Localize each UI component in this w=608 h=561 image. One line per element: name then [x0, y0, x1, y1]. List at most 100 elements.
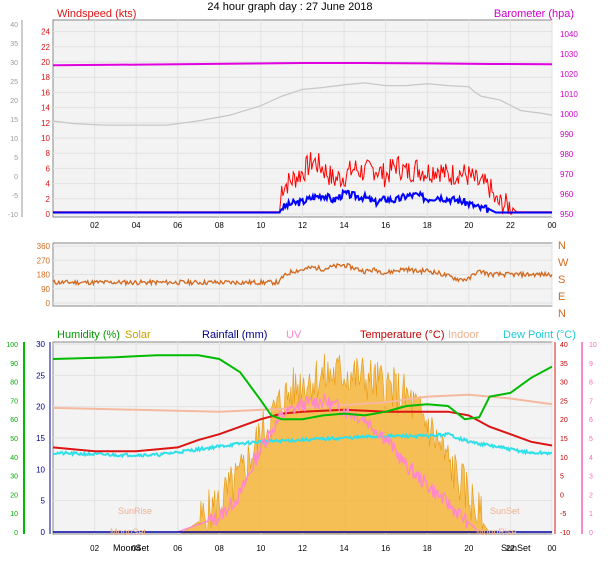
temperature-tick-label: 15: [560, 436, 568, 443]
indoor-label: Indoor: [448, 329, 480, 341]
uv-tick-label: 1: [589, 511, 593, 518]
temp-trace-tick-label: -5: [12, 193, 18, 200]
dewpoint-label: Dew Point (°C): [503, 329, 576, 341]
chart-title: 24 hour graph day : 27 June 2018: [207, 1, 372, 13]
barometer-tick-label: 1000: [560, 110, 578, 119]
solar-label: Solar: [125, 329, 151, 341]
uv-line: [177, 393, 480, 533]
temp-trace-tick-label: 25: [10, 79, 18, 86]
barometer-tick-label: 960: [560, 190, 574, 199]
windspeed-tick-label: 8: [46, 149, 51, 158]
temp-trace-ticks: 40 35 30 25 20 15 10 5 0 -5 -10: [8, 20, 23, 219]
humidity-tick-label: 80: [10, 380, 18, 387]
wind-x-tick-label: 16: [381, 221, 390, 230]
rainfall-ticks: 30 25 20 15 10 5 0: [36, 340, 51, 537]
wind-x-tick-label: 12: [298, 221, 307, 230]
multi-x-tick-label: 18: [423, 544, 432, 553]
temp-trace-tick-label: 40: [10, 22, 18, 29]
avg-wind-series-line: [53, 188, 552, 214]
barometer-tick-label: 990: [560, 130, 574, 139]
direction-compass-tick: N: [558, 308, 566, 320]
direction-degree-tick: 0: [46, 299, 51, 308]
uv-tick-label: 8: [589, 380, 593, 387]
wind-baro-x-ticks: 02 04 06 08 10 12 14 16 18 20 22 00: [90, 221, 557, 230]
windspeed-tick-label: 6: [46, 164, 51, 173]
temperature-tick-label: -5: [560, 511, 566, 518]
temperature-tick-label: 35: [560, 361, 568, 368]
uv-tick-label: 6: [589, 417, 593, 424]
temp-trace-tick-label: 20: [10, 98, 18, 105]
uv-tick-label: 7: [589, 398, 593, 405]
multi-x-tick-label: 22: [506, 544, 515, 553]
humidity-tick-label: 20: [10, 492, 18, 499]
temp-trace-tick-label: 15: [10, 117, 18, 124]
temp-trace-tick-label: -10: [8, 212, 18, 219]
temperature-trace-line: [52, 82, 553, 126]
multi-x-tick-label: 16: [381, 544, 390, 553]
rainfall-tick-label: 20: [36, 403, 45, 412]
windspeed-tick-label: 0: [46, 210, 51, 219]
direction-compass-tick: W: [558, 257, 569, 269]
direction-compass-tick: E: [558, 291, 565, 303]
humidity-tick-label: 90: [10, 361, 18, 368]
multi-x-tick-label: 06: [173, 544, 182, 553]
barometer-axis-title: Barometer (hpa): [494, 8, 574, 20]
rainfall-tick-label: 10: [36, 465, 45, 474]
windspeed-tick-label: 12: [41, 119, 50, 128]
moonset-axis-label: MoonSet: [113, 543, 150, 553]
humidity-tick-label: 100: [6, 342, 18, 349]
wind-x-tick-label: 06: [173, 221, 182, 230]
humidity-label: Humidity (%): [57, 329, 120, 341]
wind-x-tick-label: 08: [215, 221, 224, 230]
barometer-tick-label: 950: [560, 210, 574, 219]
multi-x-tick-label: 08: [215, 544, 224, 553]
multi-x-tick-label: 10: [256, 544, 265, 553]
wind-x-tick-label: 02: [90, 221, 99, 230]
sunset-annotation: SunSet: [490, 506, 520, 516]
wind-x-tick-label: 10: [256, 221, 265, 230]
multi-x-tick-label: 02: [90, 544, 99, 553]
temp-trace-tick-label: 35: [10, 41, 18, 48]
wind-baro-panel: Windspeed (kts) Barometer (hpa) 24222018…: [8, 8, 578, 230]
direction-compass-tick: S: [558, 274, 565, 286]
barometer-tick-label: 1040: [560, 30, 578, 39]
wind-x-tick-label: 18: [423, 221, 432, 230]
direction-degree-tick: 360: [37, 242, 51, 251]
multi-x-ticks: 02 04 06 08 10 12 14 16 18 20 22 00: [90, 544, 557, 553]
temperature-ticks: 40 35 30 25 20 15 10 5 0 -5 -10: [554, 342, 570, 537]
solar-area: [180, 353, 491, 534]
rainfall-tick-label: 0: [41, 528, 46, 537]
direction-degree-tick: 180: [37, 271, 51, 280]
direction-compass-tick: N: [558, 240, 566, 252]
direction-series-line: [52, 262, 553, 287]
temp-trace-tick-label: 30: [10, 60, 18, 67]
uv-tick-label: 5: [589, 436, 593, 443]
humidity-tick-label: 30: [10, 474, 18, 481]
windspeed-tick-label: 2: [46, 195, 51, 204]
dewpoint-line: [52, 431, 553, 459]
uv-tick-label: 10: [589, 342, 597, 349]
windspeed-axis-title: Windspeed (kts): [57, 8, 136, 20]
multi-x-tick-label: 20: [464, 544, 473, 553]
wind-direction-grid: [53, 243, 553, 306]
humidity-tick-label: 0: [14, 530, 18, 537]
multi-panel: Humidity (%) Solar Rainfall (mm) UV Temp…: [6, 329, 597, 553]
windspeed-tick-label: 20: [41, 58, 50, 67]
windspeed-tick-label: 22: [41, 43, 50, 52]
humidity-tick-label: 70: [10, 398, 18, 405]
windspeed-tick-label: 4: [46, 180, 51, 189]
wind-baro-grid: [53, 20, 553, 217]
temperature-line: [52, 408, 553, 453]
wind-x-tick-label: 00: [548, 221, 557, 230]
temperature-tick-label: -10: [560, 530, 570, 537]
barometer-tick-label: 1030: [560, 50, 578, 59]
indoor-line: [52, 393, 553, 413]
rainfall-tick-label: 30: [36, 340, 45, 349]
temp-trace-tick-label: 10: [10, 136, 18, 143]
sunset-axis-label: SunSet: [501, 543, 531, 553]
temperature-tick-label: 10: [560, 455, 568, 462]
moonset-annotation: MoonSet: [110, 527, 147, 537]
